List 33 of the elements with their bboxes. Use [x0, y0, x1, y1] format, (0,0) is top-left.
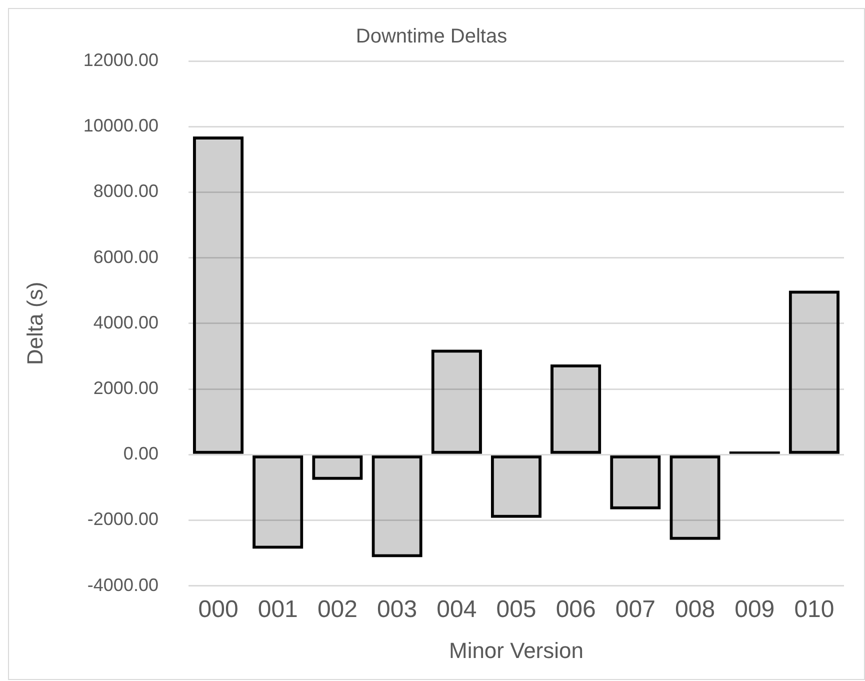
bar: [252, 455, 304, 549]
y-tick-label: -2000.00: [87, 509, 158, 530]
x-tick-label: 009: [734, 596, 775, 623]
y-tick-label: 10000.00: [83, 116, 158, 136]
y-tick-label: 0.00: [123, 444, 158, 464]
y-tick-label: 8000.00: [93, 181, 158, 202]
x-tick-label: 006: [556, 596, 596, 623]
x-tick-label: 010: [794, 596, 834, 623]
y-tick-label: 2000.00: [93, 378, 158, 398]
bar: [670, 455, 720, 540]
bar: [490, 455, 542, 518]
x-axis-title: Minor Version: [448, 638, 584, 663]
bar: [312, 455, 363, 480]
bar: [372, 455, 422, 558]
y-tick-label: 12000.00: [83, 50, 158, 70]
bar: [788, 290, 840, 454]
y-axis-title: Delta (s): [22, 282, 48, 365]
bar: [610, 455, 661, 510]
x-tick-label: 001: [258, 596, 298, 623]
x-tick-label: 004: [436, 596, 477, 623]
y-tick-label: 4000.00: [93, 312, 158, 332]
y-tick-label: -4000.00: [87, 574, 158, 595]
bar: [550, 364, 602, 454]
x-tick-label: 002: [317, 596, 358, 623]
chart-title: Downtime Deltas: [356, 26, 508, 48]
x-tick-label: 007: [615, 596, 656, 623]
bar: [431, 350, 482, 454]
x-tick-label: 000: [198, 596, 238, 623]
bar: [192, 136, 244, 454]
y-tick-label: 6000.00: [93, 246, 158, 267]
x-tick-label: 008: [674, 596, 716, 623]
x-tick-label: 005: [496, 596, 536, 623]
x-tick-label: 003: [377, 596, 418, 623]
